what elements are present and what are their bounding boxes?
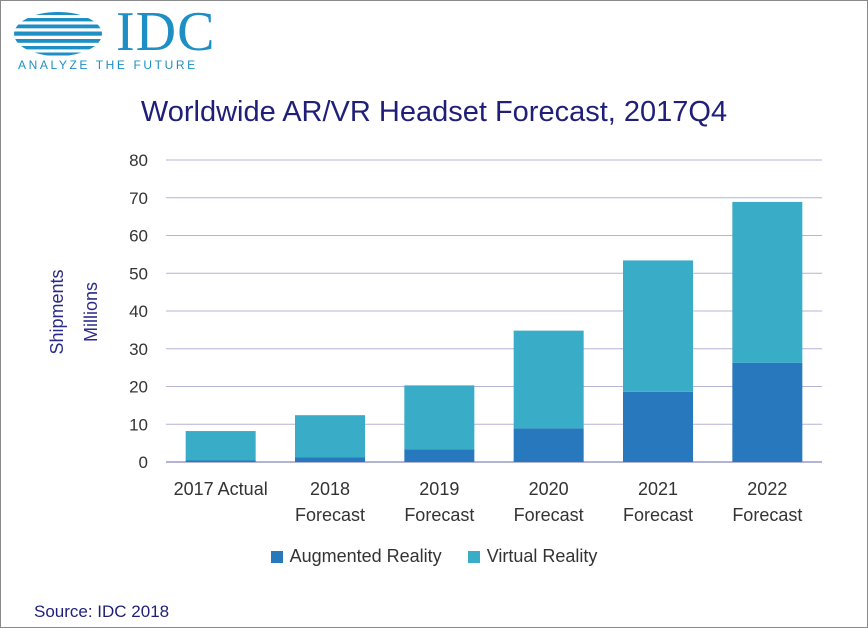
legend: Augmented Reality Virtual Reality — [0, 546, 868, 567]
logo-wordmark: IDC — [116, 1, 216, 63]
logo-tagline: ANALYZE THE FUTURE — [18, 58, 198, 72]
y-tick-label: 0 — [139, 453, 148, 472]
bar-virtual-reality — [404, 385, 475, 450]
y-tick-label: 20 — [129, 378, 148, 397]
idc-logo: IDC ANALYZE THE FUTURE — [12, 2, 232, 76]
x-tick-label: 2018 Forecast — [295, 479, 365, 525]
y-tick-label: 30 — [129, 340, 148, 359]
y-tick-label: 60 — [129, 227, 148, 246]
legend-label-ar: Augmented Reality — [289, 546, 442, 566]
y-tick-label: 50 — [129, 264, 148, 283]
x-tick-label: 2022 Forecast — [732, 479, 802, 525]
bar-augmented-reality — [404, 449, 475, 462]
bar-chart: 0 10 20 30 40 50 60 70 80 2017 Actual 2018 Forecast… — [129, 151, 822, 525]
bar-virtual-reality — [295, 415, 365, 458]
chart-title: Worldwide AR/VR Headset Forecast, 2017Q4 — [140, 96, 728, 128]
globe-stripes-icon — [14, 12, 102, 56]
x-tick-label: 2020 Forecast — [514, 479, 584, 525]
bar-virtual-reality — [732, 201, 803, 363]
bar-virtual-reality — [185, 431, 256, 461]
bar-augmented-reality — [295, 457, 365, 462]
legend-swatch-vr — [467, 550, 480, 563]
y-tick-label: 80 — [129, 151, 148, 170]
y-tick-label: 10 — [129, 415, 148, 434]
source-note: Source: IDC 2018 — [34, 602, 170, 621]
bar-augmented-reality — [513, 428, 584, 462]
x-tick-label: 2021 Forecast — [623, 479, 693, 525]
legend-label-vr: Virtual Reality — [486, 546, 598, 566]
legend-item-ar: Augmented Reality — [270, 546, 442, 567]
bar-augmented-reality — [623, 391, 693, 462]
bar-augmented-reality — [732, 362, 803, 462]
bar-augmented-reality — [185, 460, 256, 462]
legend-swatch-ar — [270, 550, 283, 563]
y-tick-label: 40 — [129, 302, 148, 321]
x-tick-label: 2017 Actual — [174, 479, 268, 499]
y-tick-label: 70 — [129, 189, 148, 208]
legend-item-vr: Virtual Reality — [467, 546, 598, 567]
bar-virtual-reality — [623, 260, 693, 392]
x-tick-label: 2019 Forecast — [404, 479, 474, 525]
bar-virtual-reality — [513, 330, 584, 429]
